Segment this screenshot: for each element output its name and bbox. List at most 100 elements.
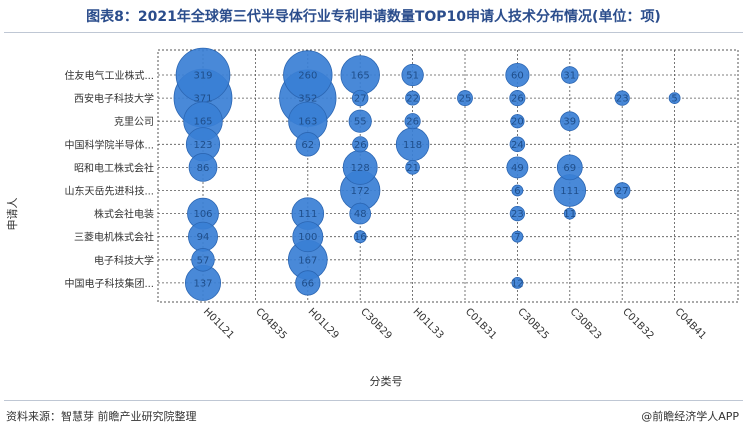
y-tick-label: 克里公司 (114, 116, 154, 128)
x-tick-label: H01L29 (306, 306, 341, 341)
bubble (352, 136, 369, 153)
bubble (351, 89, 369, 107)
bubble-value-label: 12 (511, 278, 524, 289)
bubble-value-label: 167 (298, 255, 317, 266)
bubble-value-label: 16 (354, 232, 367, 243)
bubble-value-label: 66 (301, 278, 314, 289)
bubble (506, 156, 529, 179)
bubble (349, 202, 372, 225)
bubble-value-label: 137 (193, 278, 212, 289)
bubble-value-label: 371 (193, 94, 212, 105)
bubble-value-label: 55 (354, 117, 367, 128)
bubble-value-label: 49 (511, 163, 524, 174)
y-tick-label: 三菱电机株式会社 (74, 231, 154, 244)
bubble-value-label: 163 (298, 117, 317, 128)
bubble (457, 90, 473, 107)
x-tick-label: C04B35 (253, 306, 289, 342)
x-tick-label: C01B32 (620, 306, 656, 342)
y-tick-label: 电子科技大学 (94, 254, 154, 267)
bubble (505, 62, 530, 88)
bubble-value-label: 26 (354, 140, 367, 151)
bubble (401, 63, 424, 87)
brand-credit: @前瞻经济学人APP (641, 410, 739, 423)
bubble-value-label: 57 (197, 255, 210, 266)
bubble (511, 230, 524, 243)
bubble-value-label: 5 (671, 94, 677, 105)
bubble (668, 92, 681, 104)
x-tick-label: C30B25 (515, 306, 551, 342)
bubble-value-label: 319 (193, 71, 212, 82)
bubble-value-label: 172 (351, 186, 370, 197)
bubble-value-label: 27 (354, 94, 367, 105)
bubble-value-label: 27 (616, 186, 629, 197)
bubble (559, 111, 580, 132)
y-tick-label: 中国科学院半导体... (64, 138, 154, 151)
bubble (556, 154, 583, 181)
x-tick-label: C01B31 (463, 306, 499, 342)
y-axis-label: 申请人 (6, 197, 19, 231)
bubble-value-label: 26 (406, 117, 419, 128)
bubble-label-layer: 319 260 165 51 60 31 371 352 27 22 25 26 23 5 165 163 55… (193, 71, 677, 290)
bubble-value-label: 128 (351, 163, 370, 174)
bubble (509, 205, 526, 222)
bubble-value-label: 94 (197, 232, 210, 243)
top-divider (4, 32, 743, 33)
y-tick-label: 住友电气工业株式... (64, 69, 154, 82)
source-note: 资料来源：智慧芽 前瞻产业研究院整理 (6, 410, 197, 423)
bubble (563, 207, 576, 220)
bubble-value-label: 60 (511, 71, 524, 82)
x-tick-label: H01L33 (410, 306, 445, 341)
x-tick-label: C30B23 (568, 306, 604, 342)
bubble (511, 184, 524, 197)
bubble-value-label: 86 (197, 163, 210, 174)
y-tick-label: 中国电子科技集团... (64, 277, 154, 290)
y-tick-label: 山东天岳先进科技... (64, 185, 154, 198)
chart-title: 图表8：2021年全球第三代半导体行业专利申请数量TOP10申请人技术分布情况(… (86, 9, 661, 25)
bubble (509, 90, 526, 107)
bubble-value-label: 352 (298, 94, 317, 105)
bubble-value-label: 24 (511, 140, 524, 151)
bubble (613, 182, 631, 199)
bubble-value-label: 21 (406, 163, 419, 174)
x-axis-ticks: H01L21 C04B35 H01L29 C30B29 H01L33 C01B31 C30B… (201, 306, 708, 342)
y-tick-label: 西安电子科技大学 (74, 92, 154, 105)
bubble (561, 66, 579, 84)
bubble (292, 221, 324, 253)
bubble-value-label: 62 (301, 140, 314, 151)
bubble-value-label: 22 (406, 94, 419, 105)
bottom-divider (4, 400, 743, 401)
bubble-value-label: 25 (459, 94, 472, 105)
bubble (404, 113, 421, 130)
x-tick-label: C04B41 (672, 306, 708, 342)
bubble-value-label: 165 (193, 117, 212, 128)
bubble-value-label: 23 (511, 209, 524, 220)
bubble-value-label: 100 (298, 232, 317, 243)
grid-layer (157, 49, 739, 303)
bubble-value-label: 11 (563, 209, 576, 220)
bubble (353, 230, 367, 244)
bubble (191, 248, 215, 272)
x-tick-label: C30B29 (358, 306, 394, 342)
bubble-value-label: 165 (351, 71, 370, 82)
bubble (295, 270, 321, 296)
bubble-value-label: 123 (193, 140, 212, 151)
bubble-value-label: 69 (563, 163, 576, 174)
bubble-value-label: 51 (406, 71, 419, 82)
bubble (509, 136, 526, 153)
bubble-value-label: 26 (511, 94, 524, 105)
bubble-value-label: 48 (354, 209, 367, 220)
bubble (614, 90, 630, 106)
bubble-value-label: 111 (298, 209, 317, 220)
bubble (348, 109, 372, 133)
y-tick-label: 昭和电工株式会社 (74, 161, 154, 174)
bubble (283, 50, 333, 100)
bubble-value-label: 23 (616, 94, 629, 105)
bubble-value-label: 31 (563, 71, 576, 82)
bubble-value-label: 118 (403, 140, 422, 151)
bubble-value-label: 7 (514, 232, 520, 243)
plot-frame (157, 49, 739, 303)
bubble (295, 132, 321, 157)
x-tick-label: H01L21 (201, 306, 236, 341)
